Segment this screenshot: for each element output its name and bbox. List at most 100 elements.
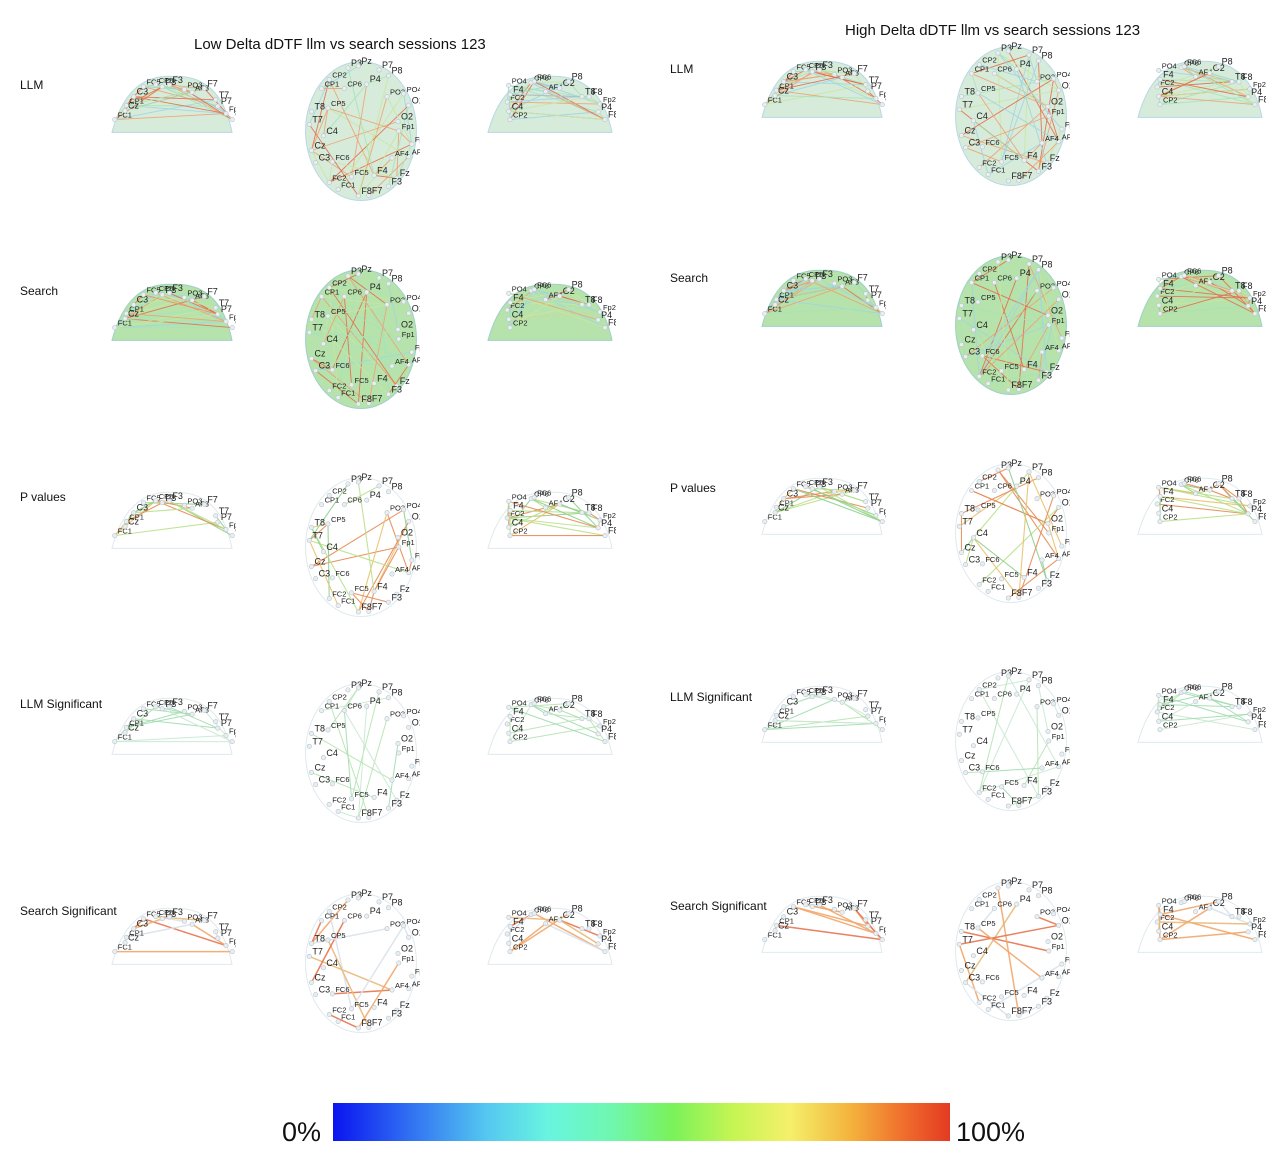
electrode-node bbox=[1039, 765, 1045, 771]
electrode-label: Fp1 bbox=[879, 925, 886, 934]
connectivity-edge bbox=[971, 54, 1030, 75]
electrode-label: AF4 bbox=[395, 565, 409, 574]
electrode-node bbox=[189, 505, 195, 511]
electrode-node bbox=[159, 84, 165, 90]
electrode-label: F3 bbox=[172, 697, 183, 707]
brain-right-view: CP2C4FC2F4PO4CP6FC6AF4O2P8T8F8Fp2P4F8 bbox=[1137, 266, 1266, 327]
connectivity-edge bbox=[357, 96, 388, 197]
connectivity-edge bbox=[321, 296, 398, 387]
electrode-label: PO4 bbox=[407, 501, 420, 510]
connectivity-edge bbox=[1160, 900, 1219, 916]
electrode-node bbox=[1157, 727, 1163, 733]
electrode-label: F8 bbox=[1258, 304, 1266, 314]
electrode-node bbox=[1247, 921, 1253, 927]
connectivity-edge bbox=[126, 710, 185, 728]
connectivity-edge bbox=[534, 81, 560, 89]
electrode-label: P4 bbox=[1251, 712, 1262, 722]
connectivity-edge bbox=[1001, 786, 1020, 806]
connectivity-edge bbox=[764, 280, 794, 314]
electrode-label: C3 bbox=[319, 775, 331, 785]
electrode-label: T7 bbox=[312, 530, 323, 540]
electrode-node bbox=[341, 917, 347, 923]
electrode-node bbox=[1034, 79, 1040, 85]
connectivity-edge bbox=[973, 120, 1025, 161]
connectivity-edge bbox=[530, 704, 599, 735]
connectivity-edge bbox=[1160, 281, 1210, 289]
electrode-label: P7 bbox=[1032, 462, 1043, 472]
electrode-label: F4 bbox=[513, 85, 524, 95]
electrode-label: FC5 bbox=[796, 480, 810, 489]
electrode-node bbox=[313, 992, 319, 998]
electrode-label: F8 bbox=[1258, 95, 1266, 105]
electrode-node bbox=[969, 696, 975, 702]
electrode-label: F3 bbox=[1041, 786, 1052, 796]
electrode-node bbox=[816, 484, 822, 490]
brain-left-view: FC1CzCP1C3FC5CP5P3F3PO3AF3F7T7P7Fp1O1 bbox=[761, 895, 886, 953]
electrode-label: Pz bbox=[361, 679, 372, 688]
electrode-node bbox=[999, 159, 1005, 165]
electrode-label: P3 bbox=[351, 474, 362, 484]
electrode-label: P3 bbox=[815, 271, 826, 281]
electrode-label: AF3 bbox=[1062, 133, 1070, 142]
electrode-node bbox=[976, 897, 982, 903]
electrode-node bbox=[873, 305, 879, 311]
connectivity-edge bbox=[114, 113, 227, 121]
electrode-node bbox=[341, 85, 347, 91]
connectivity-edge bbox=[965, 537, 974, 565]
electrode-label: CP5 bbox=[331, 515, 346, 524]
connectivity-edge bbox=[327, 107, 409, 158]
electrode-label: CP6 bbox=[534, 906, 549, 915]
electrode-label: FC5 bbox=[355, 790, 369, 799]
electrode-label: PO4 bbox=[1162, 896, 1177, 905]
connectivity-edge bbox=[819, 486, 883, 523]
connectivity-edge bbox=[169, 706, 219, 729]
connectivity-edge bbox=[1158, 275, 1185, 306]
electrode-label: P4 bbox=[601, 518, 612, 528]
electrode-label: AF4 bbox=[549, 705, 563, 714]
connectivity-edge bbox=[1018, 263, 1030, 390]
electrode-node bbox=[1034, 496, 1040, 502]
electrode-node bbox=[364, 913, 370, 919]
connectivity-edge bbox=[1238, 81, 1249, 98]
electrode-label: T7 bbox=[219, 90, 230, 100]
electrode-node bbox=[1039, 140, 1045, 146]
electrode-label: F3 bbox=[391, 176, 402, 186]
electrode-node bbox=[790, 69, 796, 75]
electrode-node bbox=[1156, 276, 1162, 282]
head-outline bbox=[955, 880, 1067, 1022]
electrode-label: F8 bbox=[592, 87, 603, 97]
connectivity-edge bbox=[328, 161, 333, 183]
brain-left-view: FC1CzCP1C3FC5CP5P3F3PO3AF3F7T7P7Fp1O1 bbox=[111, 491, 236, 549]
electrode-label: T8 bbox=[964, 922, 975, 932]
electrode-label: C4 bbox=[1162, 711, 1174, 721]
electrode-label: F8 bbox=[1258, 930, 1266, 940]
electrode-node bbox=[839, 74, 845, 80]
electrode-node bbox=[762, 519, 768, 525]
electrode-node bbox=[1252, 937, 1258, 943]
electrode-node bbox=[306, 121, 312, 127]
connectivity-edge bbox=[1036, 915, 1059, 927]
electrode-node bbox=[364, 703, 370, 709]
electrode-node bbox=[1156, 93, 1162, 99]
connectivity-edge bbox=[977, 907, 995, 929]
electrode-label: PO3 bbox=[390, 88, 405, 97]
electrode-label: O1 bbox=[235, 942, 236, 952]
electrode-label: Pz bbox=[361, 265, 372, 274]
electrode-label: F7 bbox=[857, 63, 868, 73]
electrode-node bbox=[123, 102, 129, 108]
connectivity-edge bbox=[357, 292, 368, 405]
electrode-label: CP5 bbox=[159, 908, 174, 917]
electrode-node bbox=[543, 297, 549, 303]
electrode-label: CP2 bbox=[513, 527, 528, 536]
electrode-label: P4 bbox=[601, 934, 612, 944]
connectivity-edge bbox=[321, 296, 399, 340]
electrode-node bbox=[223, 527, 229, 533]
electrode-node bbox=[790, 904, 796, 910]
electrode-label: Fp2 bbox=[1253, 80, 1266, 89]
electrode-node bbox=[803, 484, 809, 490]
brain-right-view: CP2C4FC2F4PO4CP6FC6AF4O2P8T8F8Fp2P4F8 bbox=[1137, 474, 1266, 535]
electrode-label: Fz bbox=[1050, 570, 1060, 580]
electrode-node bbox=[879, 937, 885, 943]
connectivity-edge bbox=[509, 289, 535, 328]
electrode-node bbox=[762, 727, 768, 733]
